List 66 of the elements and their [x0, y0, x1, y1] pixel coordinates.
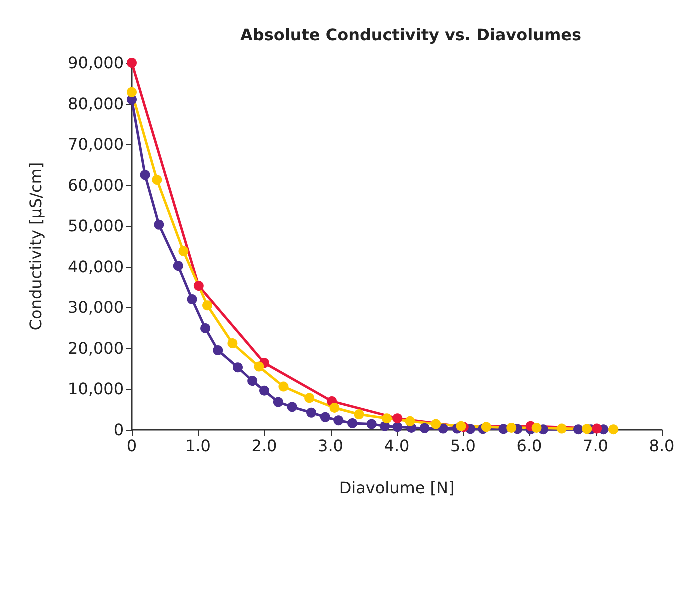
x-tick-label: 4.0 — [384, 436, 410, 456]
x-tick-label: 2.0 — [252, 436, 278, 456]
point — [287, 402, 298, 412]
point — [348, 418, 358, 428]
x-tick-label: 5.0 — [450, 436, 476, 456]
point — [438, 424, 448, 434]
point — [202, 300, 213, 311]
point — [140, 170, 150, 180]
point — [248, 376, 258, 386]
y-tick-label: 60,000 — [68, 176, 124, 195]
point — [200, 323, 211, 334]
point — [405, 416, 416, 426]
x-tick-label: 7.0 — [583, 436, 608, 456]
x-axis-title: Diavolume [N] — [339, 478, 455, 498]
point — [532, 422, 542, 433]
point — [380, 421, 390, 432]
point — [456, 421, 466, 432]
y-axis-title: Conductivity [µS/cm] — [26, 162, 46, 331]
point — [392, 414, 403, 424]
y-tick-label: 40,000 — [68, 257, 124, 276]
y-tick-label: 20,000 — [68, 338, 124, 358]
point — [334, 416, 344, 426]
point — [481, 422, 492, 432]
point — [556, 424, 567, 434]
point — [187, 294, 198, 305]
x-tick-label: 1.0 — [186, 436, 211, 456]
point — [254, 362, 264, 372]
point — [178, 246, 189, 256]
y-tick-label: 90,000 — [68, 54, 124, 72]
point — [608, 424, 619, 435]
x-tick-label: 0 — [126, 436, 138, 456]
y-tick-label: 50,000 — [68, 216, 124, 236]
point — [354, 410, 364, 420]
point — [304, 393, 315, 404]
point — [582, 424, 592, 434]
point — [154, 220, 164, 230]
y-tick-label: 0 — [114, 420, 124, 440]
point — [278, 382, 289, 392]
point — [260, 386, 270, 396]
point — [574, 424, 584, 435]
point — [127, 87, 137, 98]
point — [228, 338, 238, 349]
point — [233, 362, 243, 373]
point — [194, 281, 204, 292]
y-tick-label: 10,000 — [68, 380, 124, 399]
point — [431, 419, 442, 430]
x-tick-label: 6.0 — [516, 436, 542, 456]
point — [420, 423, 430, 434]
y-tick-label: 70,000 — [68, 135, 124, 154]
x-tick-label: 3.0 — [318, 436, 344, 456]
point — [366, 419, 377, 430]
point — [392, 422, 403, 432]
point — [213, 345, 224, 356]
y-tick-label: 80,000 — [68, 94, 124, 114]
point — [273, 397, 284, 408]
point — [320, 412, 330, 422]
point — [592, 424, 602, 434]
chart-title: Absolute Conductivity vs. Diavolumes — [240, 26, 582, 44]
x-tick-label: 8.0 — [649, 436, 675, 456]
point — [173, 261, 184, 272]
point — [152, 175, 162, 186]
point — [330, 402, 340, 413]
point — [382, 414, 392, 424]
point — [306, 408, 317, 418]
y-tick-label: 30,000 — [68, 298, 124, 318]
point — [506, 422, 517, 433]
